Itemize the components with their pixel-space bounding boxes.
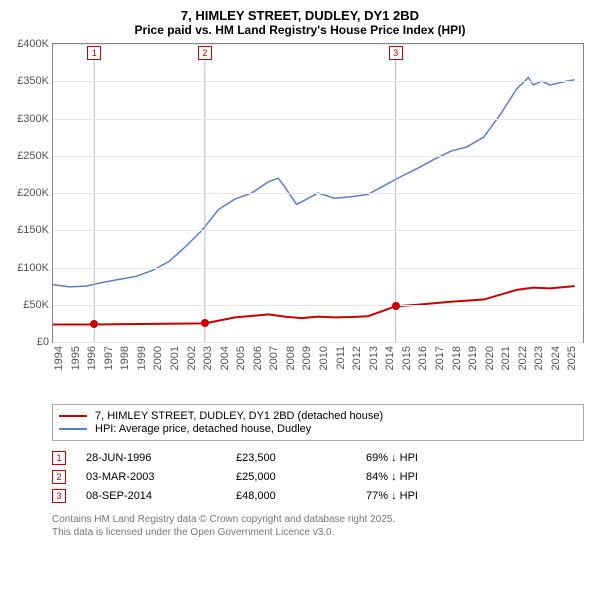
x-axis-label: 2021 xyxy=(500,346,512,370)
legend-label: 7, HIMLEY STREET, DUDLEY, DY1 2BD (detac… xyxy=(95,410,383,422)
x-axis-label: 1997 xyxy=(103,346,115,370)
x-axis-label: 2005 xyxy=(235,346,247,370)
y-axis-label: £100K xyxy=(17,262,49,274)
sale-marker: 1 xyxy=(52,451,66,465)
series-line xyxy=(53,78,575,287)
legend-row: 7, HIMLEY STREET, DUDLEY, DY1 2BD (detac… xyxy=(59,410,577,422)
x-axis-label: 2022 xyxy=(517,346,529,370)
sale-vs-hpi: 84% ↓ HPI xyxy=(366,471,476,483)
x-axis-label: 2020 xyxy=(484,346,496,370)
gridline xyxy=(53,81,583,82)
sale-date: 28-JUN-1996 xyxy=(86,452,236,464)
y-axis-label: £400K xyxy=(17,38,49,50)
x-axis-label: 2018 xyxy=(451,346,463,370)
sale-date: 03-MAR-2003 xyxy=(86,471,236,483)
x-axis-label: 2000 xyxy=(152,346,164,370)
x-axis-label: 2017 xyxy=(434,346,446,370)
y-axis-label: £50K xyxy=(23,299,49,311)
y-axis-label: £250K xyxy=(17,150,49,162)
x-axis-label: 2013 xyxy=(368,346,380,370)
x-axis-label: 2025 xyxy=(566,346,578,370)
chart-area: £0£50K£100K£150K£200K£250K£300K£350K£400… xyxy=(52,43,584,398)
x-axis-label: 1996 xyxy=(86,346,98,370)
sale-row: 3 08-SEP-2014£48,00077% ↓ HPI xyxy=(52,489,584,503)
legend-label: HPI: Average price, detached house, Dudl… xyxy=(95,423,311,435)
chart-container: 7, HIMLEY STREET, DUDLEY, DY1 2BD Price … xyxy=(0,0,600,543)
gridline xyxy=(53,193,583,194)
x-axis-label: 2010 xyxy=(318,346,330,370)
x-axis-label: 2014 xyxy=(384,346,396,370)
footnote-line: This data is licensed under the Open Gov… xyxy=(52,526,584,539)
x-axis-label: 2002 xyxy=(186,346,198,370)
legend-row: HPI: Average price, detached house, Dudl… xyxy=(59,423,577,435)
x-axis-label: 1995 xyxy=(70,346,82,370)
x-axis-label: 1999 xyxy=(136,346,148,370)
x-axis-label: 2008 xyxy=(285,346,297,370)
y-axis-label: £300K xyxy=(17,113,49,125)
x-axis-label: 2024 xyxy=(550,346,562,370)
sale-point xyxy=(201,319,209,327)
marker-box: 3 xyxy=(389,46,403,60)
chart-subtitle: Price paid vs. HM Land Registry's House … xyxy=(10,23,590,37)
x-axis-label: 2012 xyxy=(351,346,363,370)
x-axis-label: 2003 xyxy=(202,346,214,370)
legend-swatch xyxy=(59,428,87,430)
sales-table: 1 28-JUN-1996£23,50069% ↓ HPI 2 03-MAR-2003… xyxy=(52,451,584,503)
gridline xyxy=(53,342,583,343)
gridline xyxy=(53,305,583,306)
y-axis-label: £0 xyxy=(37,336,49,348)
sale-price: £48,000 xyxy=(236,490,366,502)
x-axis-label: 2009 xyxy=(301,346,313,370)
sale-date: 08-SEP-2014 xyxy=(86,490,236,502)
x-axis-label: 2006 xyxy=(252,346,264,370)
marker-box: 1 xyxy=(87,46,101,60)
sale-marker: 3 xyxy=(52,489,66,503)
y-axis-label: £200K xyxy=(17,187,49,199)
gridline xyxy=(53,156,583,157)
x-axis-label: 1998 xyxy=(119,346,131,370)
gridline xyxy=(53,230,583,231)
footnote-line: Contains HM Land Registry data © Crown c… xyxy=(52,513,584,526)
sale-row: 1 28-JUN-1996£23,50069% ↓ HPI xyxy=(52,451,584,465)
y-axis-label: £150K xyxy=(17,224,49,236)
legend: 7, HIMLEY STREET, DUDLEY, DY1 2BD (detac… xyxy=(52,404,584,441)
x-axis-label: 2001 xyxy=(169,346,181,370)
footnote: Contains HM Land Registry data © Crown c… xyxy=(52,513,584,539)
sale-price: £23,500 xyxy=(236,452,366,464)
x-axis-label: 2004 xyxy=(219,346,231,370)
chart-title: 7, HIMLEY STREET, DUDLEY, DY1 2BD xyxy=(10,8,590,23)
x-axis-label: 2023 xyxy=(533,346,545,370)
x-axis-label: 2019 xyxy=(467,346,479,370)
x-axis-label: 2007 xyxy=(268,346,280,370)
sale-marker: 2 xyxy=(52,470,66,484)
gridline xyxy=(53,44,583,45)
x-axis-label: 2016 xyxy=(417,346,429,370)
gridline xyxy=(53,119,583,120)
sale-point xyxy=(392,302,400,310)
plot-region: £0£50K£100K£150K£200K£250K£300K£350K£400… xyxy=(52,43,584,343)
x-axis-label: 2015 xyxy=(401,346,413,370)
sale-point xyxy=(90,320,98,328)
sale-price: £25,000 xyxy=(236,471,366,483)
sale-vs-hpi: 77% ↓ HPI xyxy=(366,490,476,502)
x-axis-label: 2011 xyxy=(335,346,347,370)
x-axis-label: 1994 xyxy=(53,346,65,370)
marker-box: 2 xyxy=(198,46,212,60)
legend-swatch xyxy=(59,415,87,417)
sale-row: 2 03-MAR-2003£25,00084% ↓ HPI xyxy=(52,470,584,484)
y-axis-label: £350K xyxy=(17,75,49,87)
gridline xyxy=(53,268,583,269)
sale-vs-hpi: 69% ↓ HPI xyxy=(366,452,476,464)
